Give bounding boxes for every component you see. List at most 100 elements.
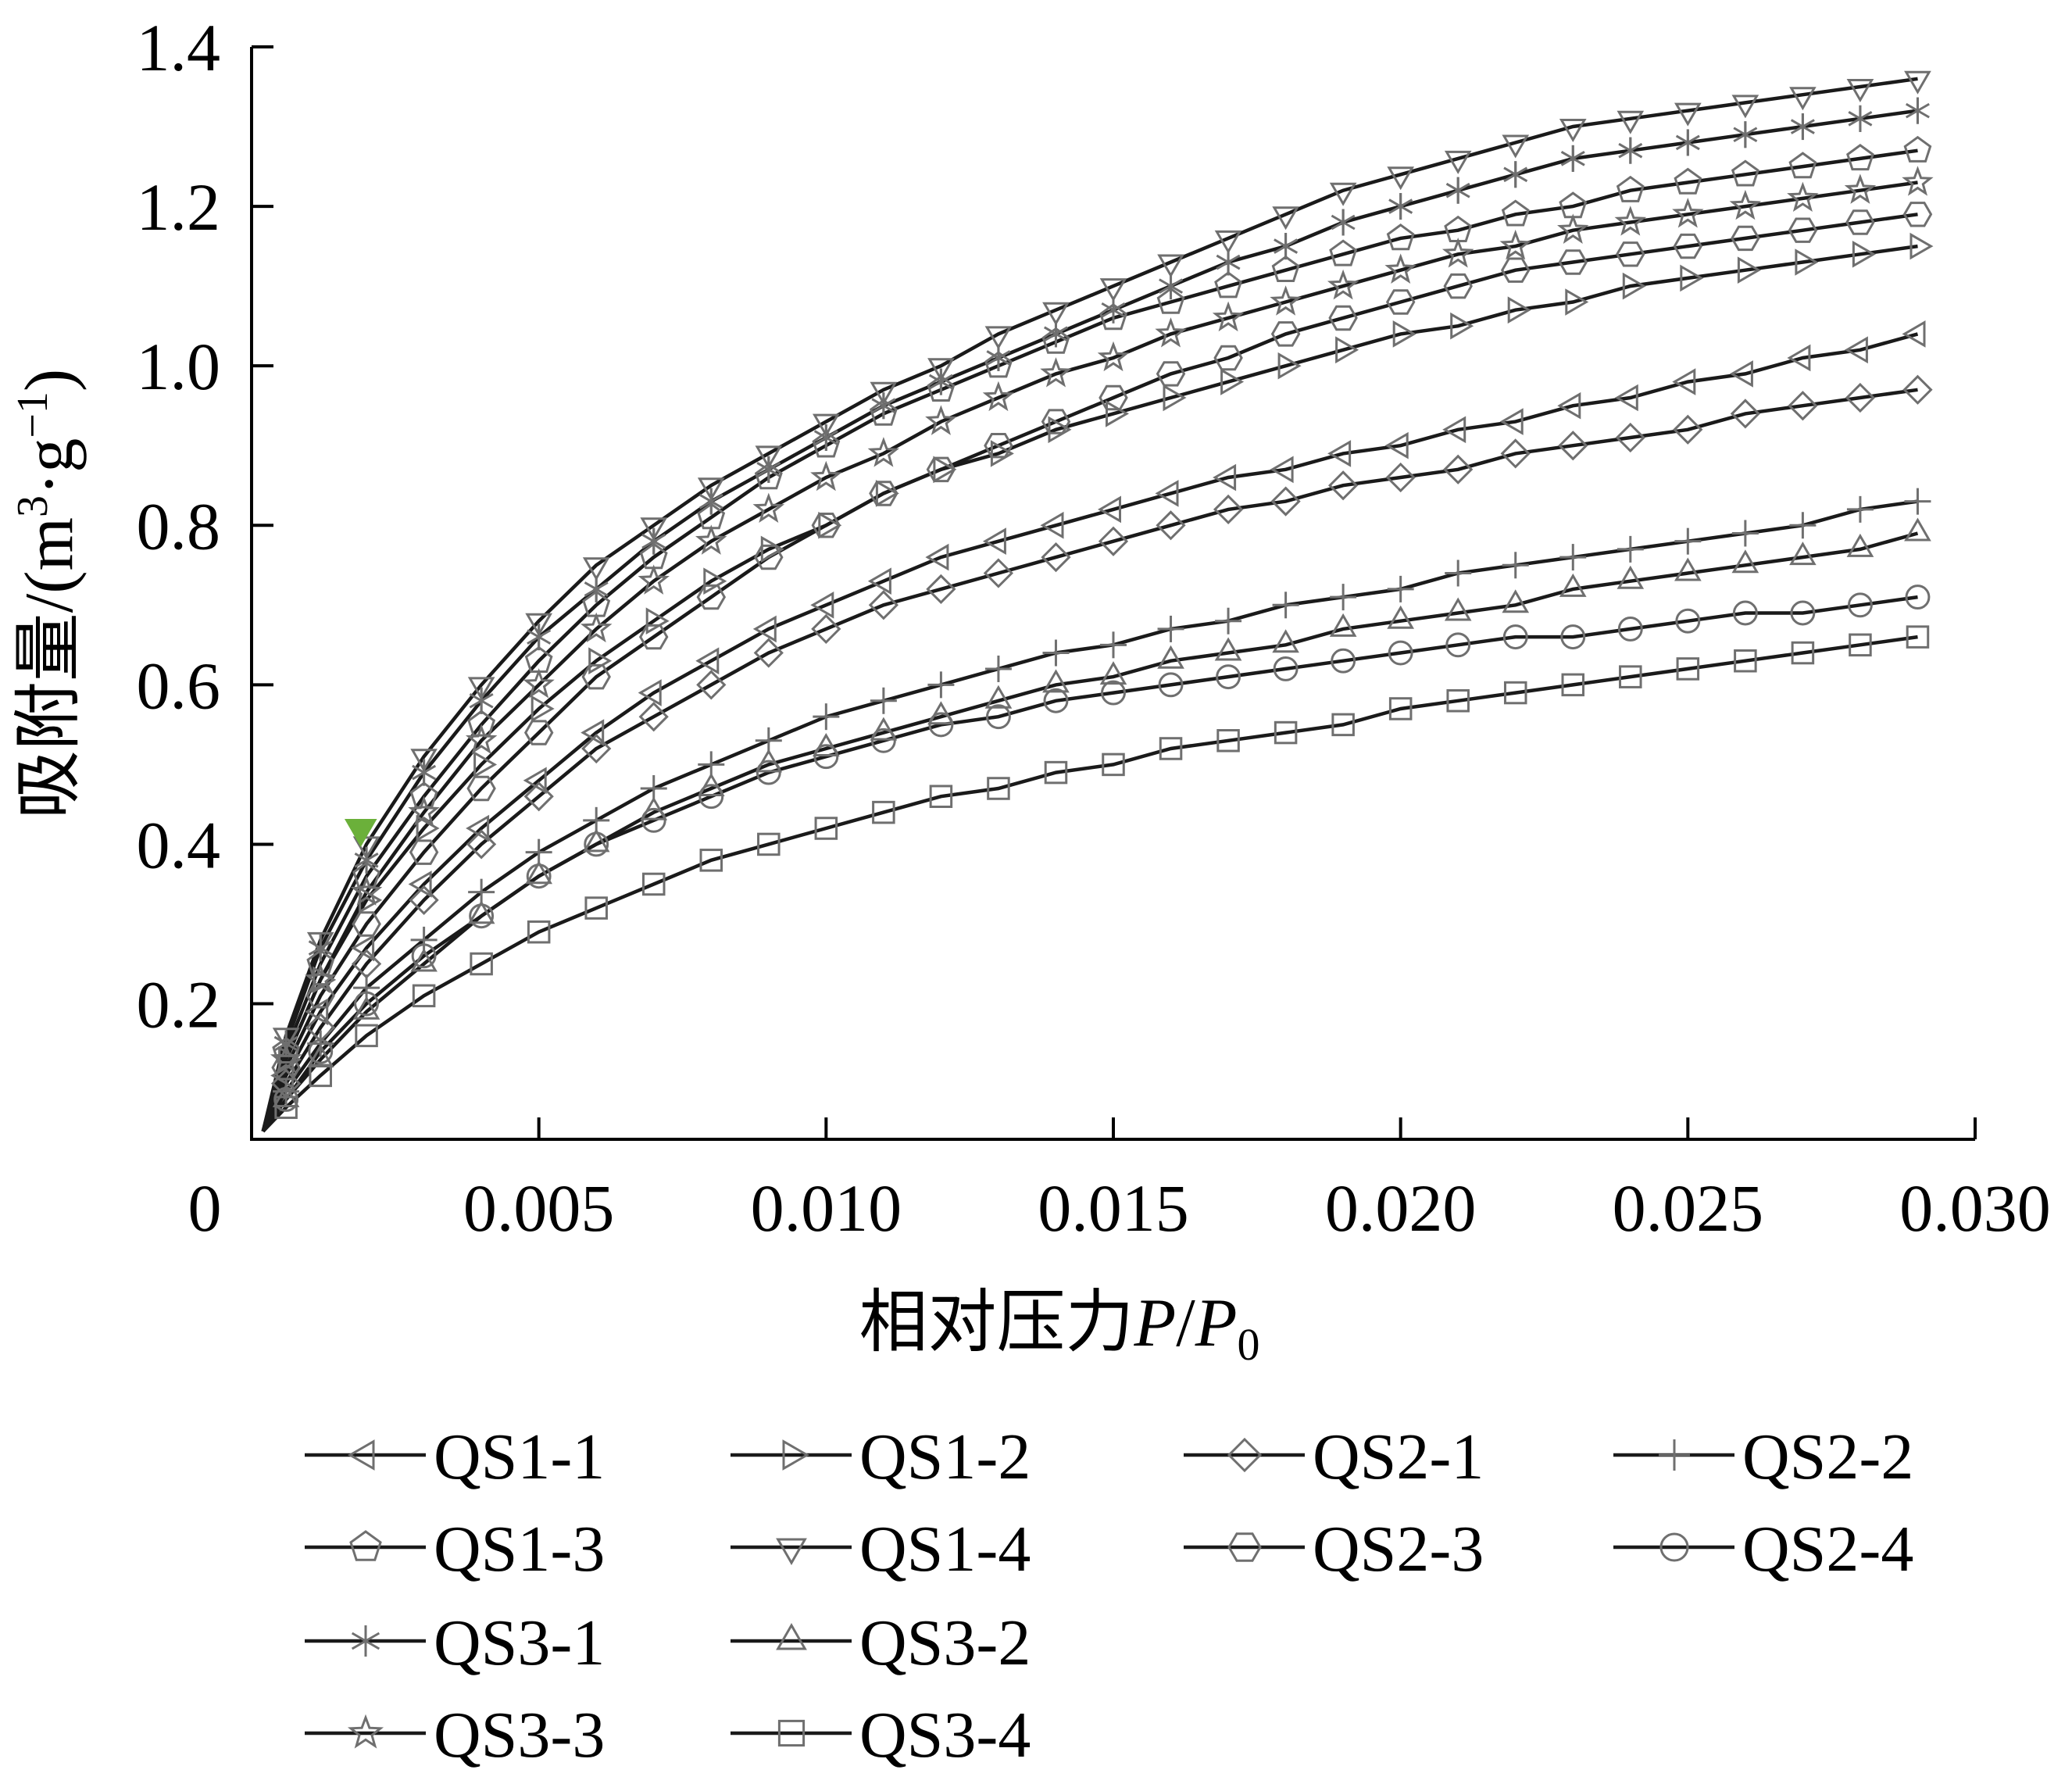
data-point-qs1-1	[1384, 431, 1409, 459]
data-point-qs3-2	[467, 900, 495, 924]
legend-label: QS2-2	[1742, 1421, 1913, 1493]
data-point-qs3-1	[354, 846, 379, 874]
legend-label: QS3-1	[434, 1607, 605, 1679]
data-point-qs3-3	[1844, 173, 1877, 204]
data-point-qs1-1	[1499, 408, 1524, 435]
data-point-qs3-4	[1503, 681, 1527, 705]
data-point-qs3-3	[1270, 285, 1302, 316]
data-point-qs1-4	[1157, 254, 1184, 278]
data-point-qs3-1	[813, 424, 838, 452]
data-point-qs3-2	[1502, 589, 1530, 613]
data-point-qs1-1	[1902, 320, 1926, 348]
highlight-point	[344, 819, 377, 848]
data-point-qs2-4	[813, 744, 839, 770]
data-point-qs3-4	[1216, 729, 1240, 753]
y-axis-title: 吸附量/(m3·g−1)	[9, 369, 88, 819]
data-point-qs1-4	[1674, 102, 1702, 127]
data-point-qs2-3	[1902, 202, 1933, 227]
data-point-qs3-2	[870, 717, 898, 741]
data-point-qs2-2	[1330, 584, 1357, 611]
data-point-qs2-3	[1673, 233, 1703, 259]
data-point-qs3-4	[1619, 665, 1642, 688]
data-point-qs3-1	[986, 344, 1011, 371]
y-tick-label: 1.2	[137, 170, 221, 245]
data-point-qs2-1	[466, 829, 497, 860]
data-point-qs3-2	[984, 685, 1013, 709]
legend-label: QS2-4	[1742, 1513, 1913, 1585]
data-point-qs1-4	[1617, 110, 1645, 134]
data-point-qs2-1	[1270, 486, 1301, 517]
series-line-qs1-2	[261, 244, 1918, 1132]
data-point-qs2-2	[1904, 488, 1931, 515]
data-point-qs3-1	[308, 935, 333, 962]
data-point-qs3-4	[1102, 753, 1125, 777]
data-point-qs3-3	[925, 405, 957, 435]
legend-marker	[347, 1439, 375, 1471]
data-point-qs3-4	[274, 1096, 298, 1119]
data-point-qs1-2	[1680, 264, 1704, 292]
data-point-qs1-3	[352, 861, 380, 888]
data-point-qs3-4	[1791, 641, 1815, 665]
data-point-qs3-1	[527, 624, 552, 651]
data-point-qs1-3	[927, 374, 956, 402]
legend-label: QS1-3	[434, 1513, 605, 1585]
data-point-qs2-1	[1098, 526, 1129, 556]
plot-area	[261, 70, 1934, 1133]
data-point-qs2-4	[1790, 600, 1816, 626]
legend-label: QS3-3	[434, 1699, 605, 1771]
legend-marker	[782, 1439, 810, 1471]
data-point-qs1-3	[1271, 255, 1300, 282]
data-point-qs1-3	[467, 710, 496, 737]
data-point-qs1-1	[1327, 440, 1352, 467]
legend-label: QS1-2	[859, 1421, 1031, 1493]
legend-marker	[349, 1530, 382, 1561]
data-point-qs2-4	[985, 704, 1011, 730]
data-point-qs3-1	[469, 687, 494, 714]
series-line-qs3-1	[261, 109, 1918, 1132]
data-point-qs2-2	[1387, 575, 1414, 602]
data-point-qs3-4	[1274, 720, 1298, 745]
series-line-qs3-2	[261, 531, 1919, 1133]
data-point-qs2-4	[1732, 600, 1758, 626]
data-point-qs1-4	[1846, 79, 1874, 102]
data-point-qs1-4	[352, 836, 380, 860]
data-point-qs2-2	[1272, 592, 1299, 619]
series-curves	[261, 77, 1919, 1133]
data-point-qs3-1	[1159, 273, 1184, 300]
data-point-qs2-3	[1788, 217, 1818, 243]
data-point-qs1-4	[525, 613, 552, 637]
data-point-qs3-4	[699, 849, 723, 872]
data-point-qs2-3	[523, 720, 554, 745]
legend-item-qs2-1: QS2-1	[1184, 1421, 1484, 1493]
data-point-qs3-4	[1331, 713, 1355, 737]
legend-item-qs1-3: QS1-3	[305, 1513, 605, 1585]
data-point-qs2-1	[638, 702, 669, 732]
data-point-qs1-1	[1557, 391, 1581, 420]
data-point-qs3-4	[309, 1064, 333, 1088]
data-point-qs2-1	[868, 590, 899, 620]
data-point-qs3-4	[929, 785, 953, 808]
data-point-qs2-4	[1216, 664, 1241, 690]
x-tick-label: 0.005	[463, 1171, 615, 1246]
data-point-qs2-4	[1388, 640, 1413, 666]
data-point-qs2-4	[756, 760, 781, 785]
data-point-qs3-1	[871, 392, 896, 420]
data-point-qs1-2	[1622, 272, 1646, 300]
data-point-qs1-2	[818, 511, 842, 539]
data-point-qs2-1	[1730, 399, 1761, 429]
data-point-qs2-1	[1902, 374, 1933, 405]
data-point-qs2-1	[409, 885, 439, 916]
data-point-qs2-1	[1845, 382, 1876, 413]
data-point-qs2-1	[753, 638, 784, 668]
data-point-qs3-1	[1388, 193, 1413, 220]
y-axis-ticks: 0.2 0.4 0.6 0.8 1.0 1.2 1.4	[137, 10, 273, 1042]
data-point-qs3-1	[412, 759, 437, 786]
data-point-qs1-2	[416, 814, 440, 842]
legend-marker	[1659, 1532, 1689, 1562]
data-point-qs1-1	[1787, 344, 1811, 372]
data-point-qs3-2	[1272, 629, 1299, 653]
data-point-qs1-1	[408, 870, 432, 898]
data-point-qs3-4	[1561, 673, 1585, 697]
data-point-qs2-3	[1099, 384, 1128, 411]
data-point-qs2-1	[811, 613, 841, 645]
